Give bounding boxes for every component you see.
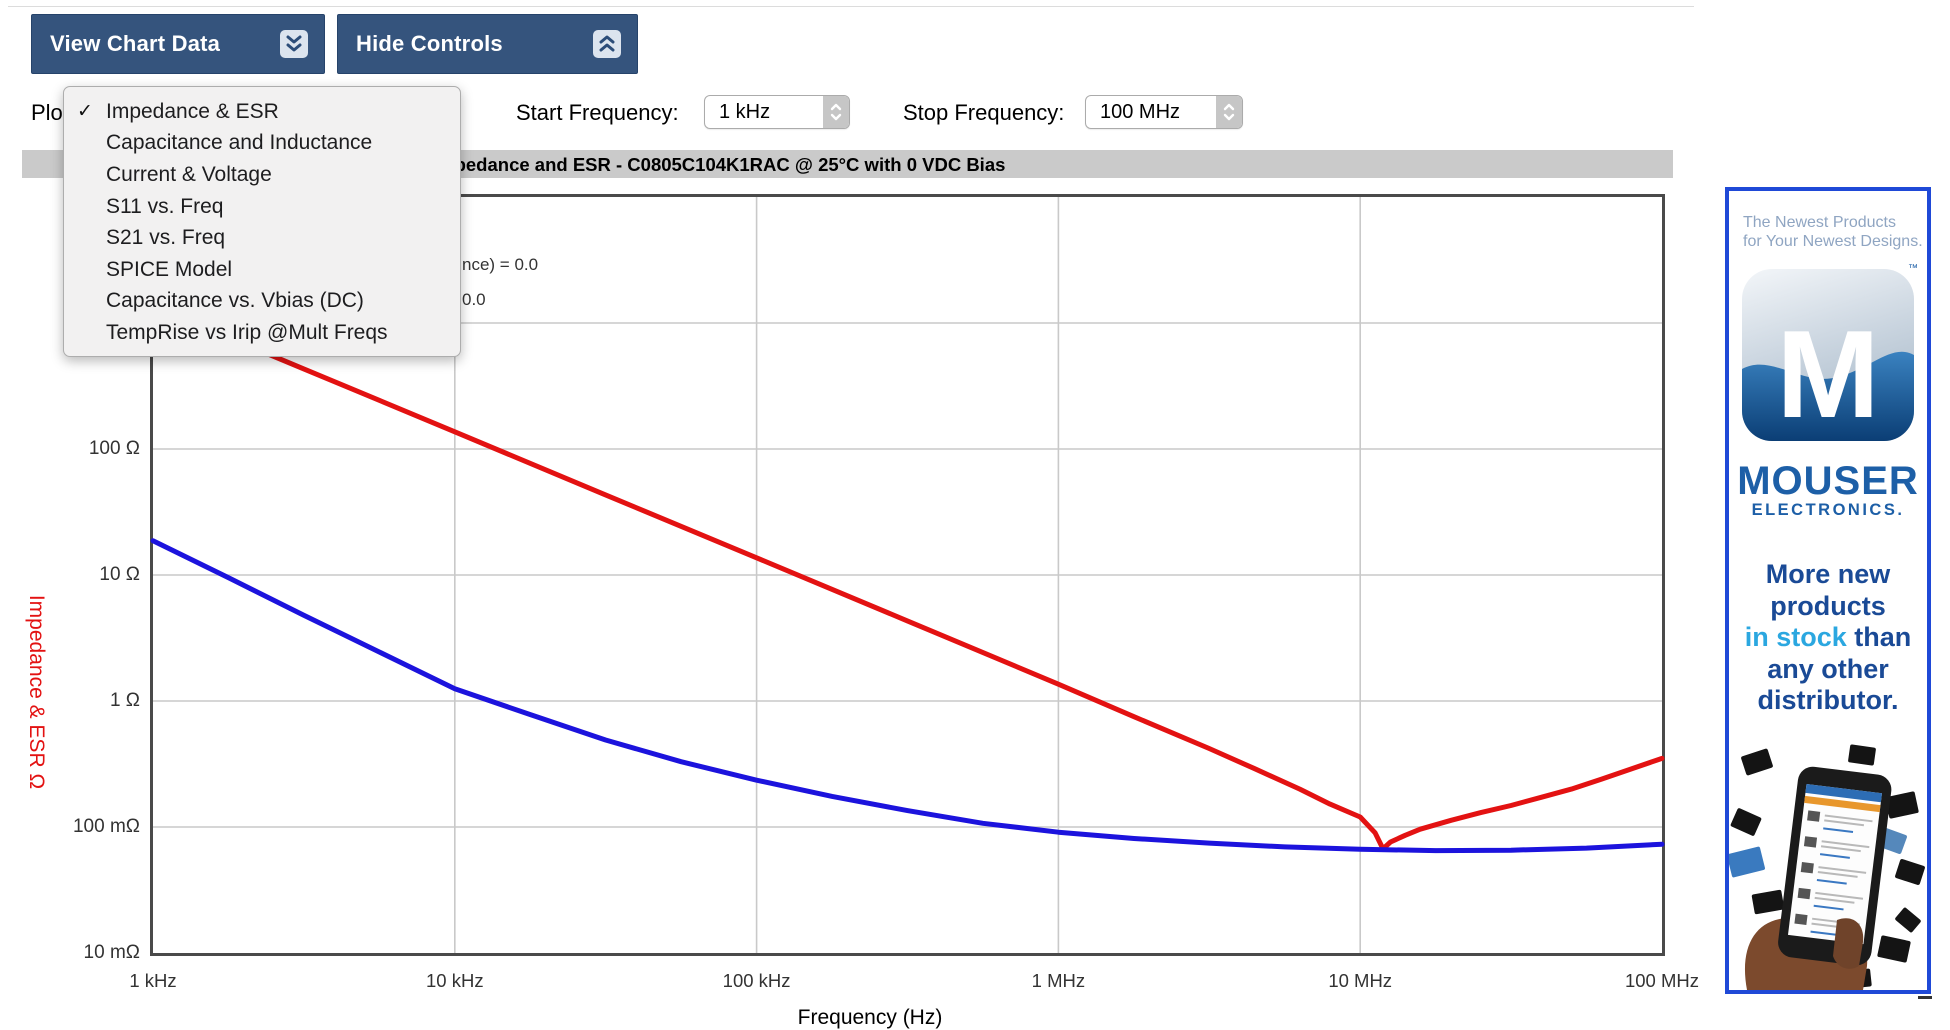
y-tick-label: 100 mΩ xyxy=(72,816,140,837)
x-tick-label: 100 kHz xyxy=(722,970,791,991)
start-frequency-value: 1 kHz xyxy=(719,100,771,123)
menu-item-label: Capacitance vs. Vbias (DC) xyxy=(106,289,364,313)
phone-hand-photo xyxy=(1727,742,1927,995)
top-divider xyxy=(8,6,1694,7)
double-chevron-down-icon xyxy=(280,30,308,58)
chart-title: Impedance and ESR - C0805C104K1RAC @ 25°… xyxy=(433,154,1006,175)
legend-fragment-1: nce) = 0.0 xyxy=(462,255,539,274)
y-tick-label: 10 mΩ xyxy=(83,942,140,963)
menu-item-s21-vs-freq[interactable]: S21 vs. Freq xyxy=(64,222,460,254)
x-axis-title: Frequency (Hz) xyxy=(797,1006,943,1029)
menu-item-label: Impedance & ESR xyxy=(106,99,279,123)
hide-controls-label: Hide Controls xyxy=(356,31,503,56)
trademark-symbol: ™ xyxy=(1908,263,1918,274)
select-stepper-icon xyxy=(1216,96,1242,128)
stop-frequency-select[interactable]: 100 MHz xyxy=(1085,95,1243,129)
menu-item-label: SPICE Model xyxy=(106,257,233,281)
plot-type-label: Plo xyxy=(31,100,63,125)
double-chevron-up-icon xyxy=(593,30,621,58)
mouser-wordmark: MOUSER xyxy=(1737,459,1919,503)
menu-item-s11-vs-freq[interactable]: S11 vs. Freq xyxy=(64,191,460,223)
mouser-logo: M xyxy=(1742,269,1914,446)
menu-item-capacitance-and-inductance[interactable]: Capacitance and Inductance xyxy=(64,128,460,160)
x-tick-label: 100 MHz xyxy=(1624,970,1700,991)
select-stepper-icon xyxy=(823,96,849,128)
svg-text:M: M xyxy=(1776,306,1879,441)
y-tick-label: 10 Ω xyxy=(99,564,140,585)
menu-item-temprise-vs-irip-mult-freqs[interactable]: TempRise vs Irip @Mult Freqs xyxy=(64,317,460,349)
x-tick-label: 1 MHz xyxy=(1031,970,1086,991)
menu-item-label: TempRise vs Irip @Mult Freqs xyxy=(106,320,388,344)
stop-frequency-label: Stop Frequency: xyxy=(903,100,1065,125)
in-stock-highlight: in stock xyxy=(1744,622,1847,652)
impedance-curve xyxy=(150,303,1665,852)
menu-item-label: Capacitance and Inductance xyxy=(106,131,373,155)
impedance-esr-plot xyxy=(150,194,1665,956)
hide-controls-button[interactable]: Hide Controls xyxy=(337,14,638,74)
menu-item-label: S21 vs. Freq xyxy=(106,226,226,250)
x-tick-label: 1 kHz xyxy=(129,970,177,991)
menu-item-capacitance-vs-vbias-dc-[interactable]: Capacitance vs. Vbias (DC) xyxy=(64,286,460,318)
menu-item-impedance-esr[interactable]: ✓ Impedance & ESR xyxy=(64,96,460,128)
legend-fragment-2: 0.0 xyxy=(462,290,486,309)
y-tick-label: 100 Ω xyxy=(88,438,140,459)
start-frequency-select[interactable]: 1 kHz xyxy=(704,95,850,129)
view-chart-data-label: View Chart Data xyxy=(50,31,221,56)
ad-tagline: The Newest Products for Your Newest Desi… xyxy=(1743,214,1923,250)
view-chart-data-button[interactable]: View Chart Data xyxy=(31,14,325,74)
x-tick-label: 10 kHz xyxy=(426,970,484,991)
menu-item-label: S11 vs. Freq xyxy=(106,194,224,218)
ad-headline: More new products in stock than any othe… xyxy=(1744,559,1912,715)
start-frequency-label: Start Frequency: xyxy=(516,100,679,125)
plot-border xyxy=(150,194,1665,956)
x-tick-label: 10 MHz xyxy=(1328,970,1393,991)
y-axis-title: Impedance & ESR Ω xyxy=(25,594,48,790)
menu-item-current-voltage[interactable]: Current & Voltage xyxy=(64,159,460,191)
esr-curve xyxy=(150,538,1665,854)
y-tick-label: 1 Ω xyxy=(109,690,140,711)
plot-type-dropdown-menu: ✓ Impedance & ESR Capacitance and Inductan… xyxy=(63,86,461,357)
stray-underscore xyxy=(1918,996,1932,999)
checkmark-icon: ✓ xyxy=(77,101,93,123)
menu-item-spice-model[interactable]: SPICE Model xyxy=(64,254,460,286)
mouser-ad-banner[interactable]: The Newest Products for Your Newest Desi… xyxy=(1725,187,1931,994)
menu-item-label: Current & Voltage xyxy=(106,162,272,186)
mouser-electronics-label: ELECTRONICS. xyxy=(1751,501,1905,519)
stop-frequency-value: 100 MHz xyxy=(1100,100,1181,123)
